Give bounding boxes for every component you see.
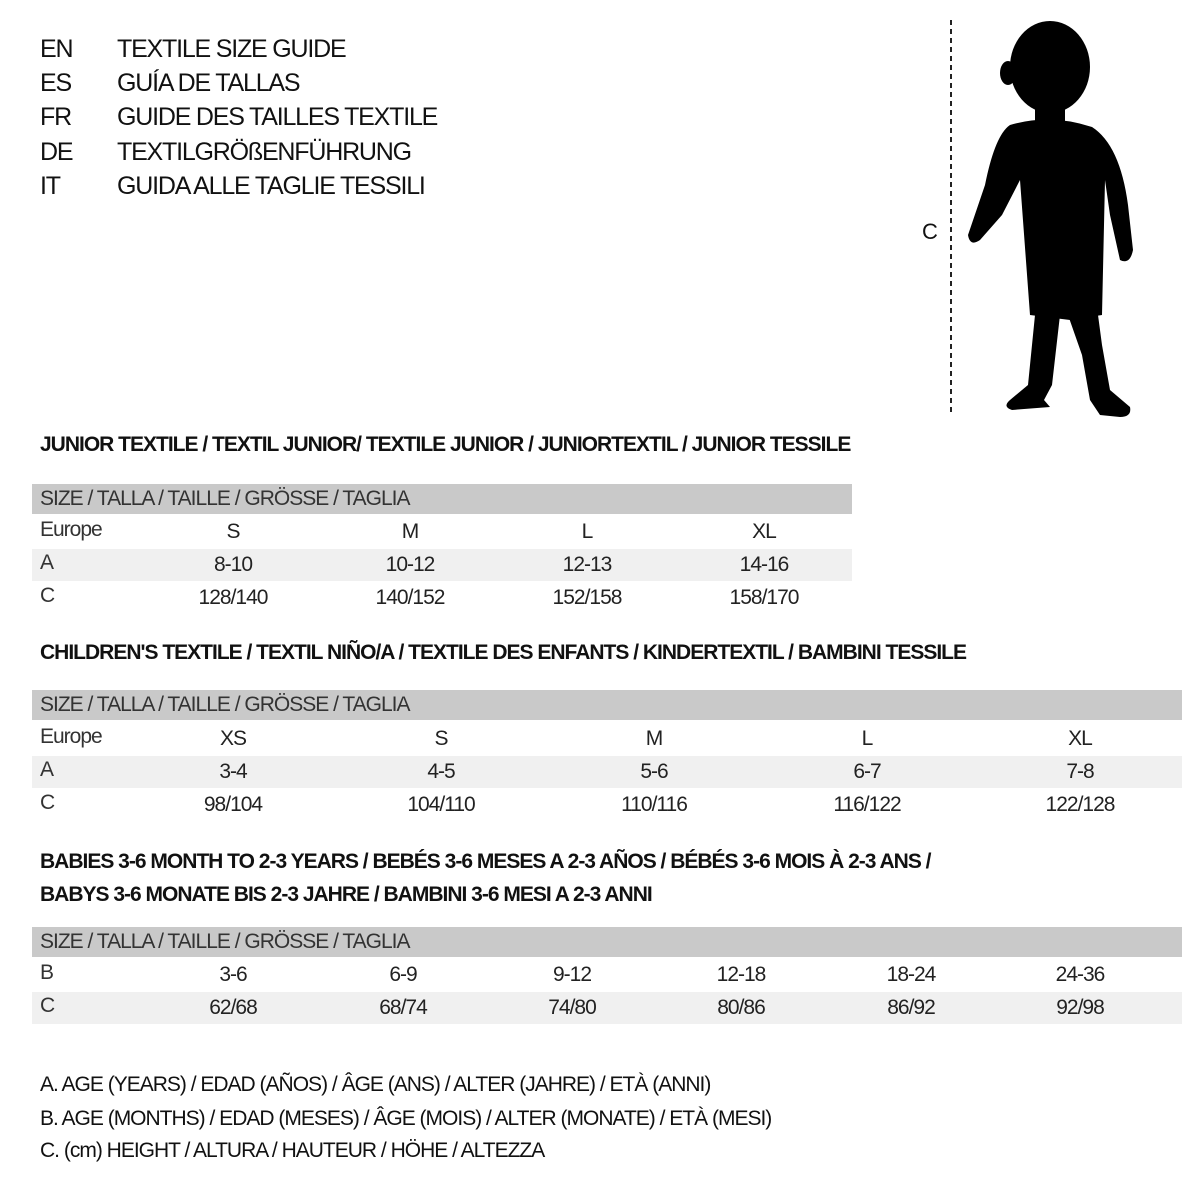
row-label: Europe [40,725,103,748]
cell: 80/86 [717,996,766,1019]
cell: 6-9 [389,963,417,986]
cell: 8-10 [213,553,253,576]
cell: S [226,520,240,543]
lang-code: IT [40,172,61,200]
lang-code: ES [40,69,72,97]
row-label: Europe [40,518,103,541]
table-row: Europe S M L XL [32,516,852,548]
table-row: C 62/68 68/74 74/80 80/86 86/92 92/98 [32,992,1182,1024]
legend-item: C. (cm) HEIGHT / ALTURA / HAUTEUR / HÖHE… [40,1139,545,1162]
child-silhouette-icon [950,20,1133,417]
cell: 98/104 [203,793,263,816]
cell: 24-36 [1055,963,1106,986]
cell: 140/152 [375,586,446,609]
cell: 116/122 [833,793,901,816]
cell: 4-5 [427,760,455,783]
row-label: A [40,551,54,574]
table-row: C 98/104 104/110 110/116 116/122 122/128 [32,789,1182,821]
cell: 158/170 [729,586,800,609]
cell: XL [1068,727,1093,750]
legend-item: A. AGE (YEARS) / EDAD (AÑOS) / ÂGE (ANS)… [40,1073,711,1096]
babies-heading: BABIES 3-6 MONTH TO 2-3 YEARS / BEBÉS 3-… [40,850,932,873]
cell: 92/98 [1056,996,1105,1019]
cell: 122/128 [1045,793,1116,816]
cell: 5-6 [640,760,668,783]
babies-heading: BABYS 3-6 MONATE BIS 2-3 JAHRE / BAMBINI… [40,883,653,906]
table-row: A 8-10 10-12 12-13 14-16 [32,549,852,581]
legend-item: B. AGE (MONTHS) / EDAD (MESES) / ÂGE (MO… [40,1107,772,1130]
cell: XL [752,520,777,543]
cell: 74/80 [548,996,597,1019]
table-row: B 3-6 6-9 9-12 12-18 18-24 24-36 [32,959,1182,991]
row-label: B [40,961,54,984]
cell: 18-24 [886,963,937,986]
children-heading: CHILDREN'S TEXTILE / TEXTIL NIÑO/A / TEX… [40,641,967,664]
band-label: SIZE / TALLA / TAILLE / GRÖSSE / TAGLIA [40,693,410,716]
cell: 6-7 [853,760,881,783]
junior-heading: JUNIOR TEXTILE / TEXTIL JUNIOR/ TEXTILE … [40,433,851,456]
band-label: SIZE / TALLA / TAILLE / GRÖSSE / TAGLIA [40,930,410,953]
cell: 152/158 [552,586,623,609]
title-text: GUÍA DE TALLAS [117,69,301,97]
babies-size-band: SIZE / TALLA / TAILLE / GRÖSSE / TAGLIA [32,927,1182,957]
cell: 128/140 [198,586,269,609]
row-label: C [40,791,55,814]
title-text: TEXTILE SIZE GUIDE [117,35,347,63]
cell: 7-8 [1066,760,1094,783]
cell: 110/116 [621,793,688,816]
row-label: C [40,994,55,1017]
cell: M [401,520,419,543]
cell: 86/92 [887,996,936,1019]
band-label: SIZE / TALLA / TAILLE / GRÖSSE / TAGLIA [40,487,410,510]
cell: XS [219,727,247,750]
lang-code: DE [40,138,74,166]
cell: 104/110 [407,793,475,816]
lang-code: FR [40,103,72,131]
cell: 62/68 [209,996,258,1019]
title-text: GUIDE DES TAILLES TEXTILE [117,103,438,131]
table-row: C 128/140 140/152 152/158 158/170 [32,582,852,614]
cell: 10-12 [385,553,436,576]
measure-label: C [922,219,938,244]
cell: 12-18 [716,963,767,986]
row-label: A [40,758,54,781]
cell: 12-13 [562,553,613,576]
cell: 3-4 [219,760,247,783]
title-text: TEXTILGRÖßENFÜHRUNG [117,138,412,166]
table-row: Europe XS S M L XL [32,723,1182,755]
cell: M [645,727,663,750]
children-size-band: SIZE / TALLA / TAILLE / GRÖSSE / TAGLIA [32,690,1182,720]
row-label: C [40,584,55,607]
table-row: A 3-4 4-5 5-6 6-7 7-8 [32,756,1182,788]
cell: S [434,727,448,750]
junior-size-band: SIZE / TALLA / TAILLE / GRÖSSE / TAGLIA [32,484,852,514]
cell: L [581,520,594,543]
lang-code: EN [40,35,74,63]
cell: 3-6 [219,963,247,986]
cell: 9-12 [552,963,592,986]
cell: L [861,727,874,750]
cell: 14-16 [739,553,790,576]
cell: 68/74 [379,996,428,1019]
title-text: GUIDA ALLE TAGLIE TESSILI [117,172,426,200]
